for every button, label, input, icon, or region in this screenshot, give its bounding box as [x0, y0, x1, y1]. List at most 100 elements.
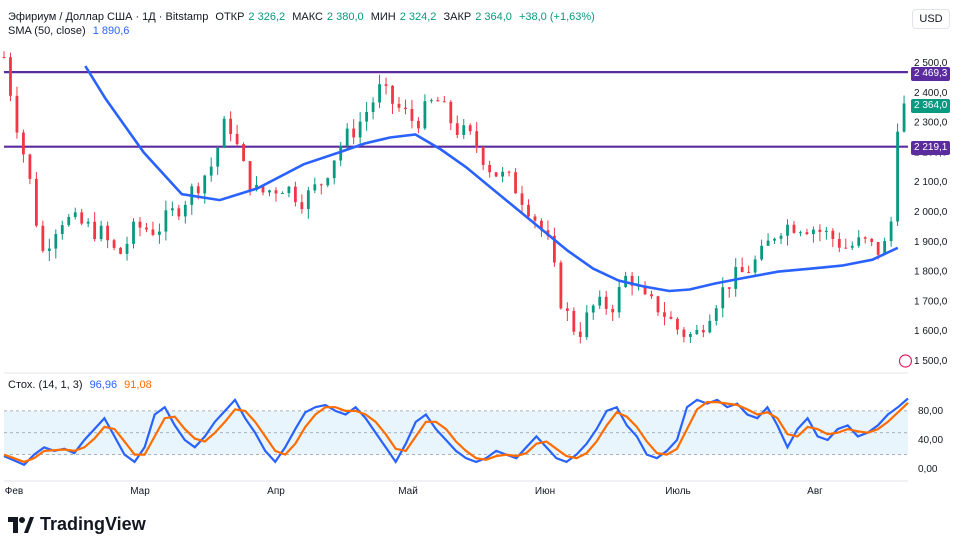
candle-body	[740, 267, 744, 273]
tradingview-logo[interactable]: TradingView	[8, 514, 146, 535]
candle-body	[417, 120, 420, 129]
candle-body	[80, 212, 84, 224]
candle-body	[235, 133, 239, 145]
candle-body	[365, 111, 369, 122]
candle-body	[287, 186, 291, 194]
candle-body	[93, 221, 97, 240]
price-axis-tick-label: 2 300,0	[914, 118, 948, 129]
candle-body	[332, 160, 336, 179]
candle-body	[54, 234, 58, 249]
time-axis-tick-label: Апр	[267, 486, 285, 497]
candle-body	[766, 240, 770, 246]
candle-body	[326, 178, 330, 186]
brand-name: TradingView	[40, 514, 146, 534]
candle-body	[47, 248, 51, 251]
candle-body	[216, 147, 220, 167]
candle-body	[507, 171, 511, 173]
stoch-axis-tick-label: 0,00	[918, 464, 938, 475]
candle-body	[578, 331, 582, 338]
low-label: МИН	[370, 11, 396, 23]
candle-body	[630, 275, 634, 286]
sma-value: 1 890,6	[92, 25, 130, 37]
lightning-icon	[898, 354, 913, 368]
price-axis-tick-label: 1 600,0	[914, 326, 948, 337]
candle-body	[119, 247, 122, 254]
close-value: 2 364,0	[475, 11, 512, 23]
candle-body	[650, 294, 653, 297]
candle-body	[552, 235, 556, 263]
change-value: +38,0 (+1,63%)	[518, 11, 595, 23]
stochastic-pane	[3, 397, 909, 467]
sma-line	[84, 65, 899, 293]
candle-body	[358, 121, 362, 138]
candle-body	[494, 172, 498, 177]
candle-body	[300, 202, 304, 210]
candle-body	[319, 184, 323, 186]
candle-body	[902, 103, 906, 132]
candle-body	[533, 216, 537, 221]
price-axis-tick-label: 2 100,0	[914, 177, 948, 188]
candle-body	[429, 100, 433, 102]
candle-body	[863, 237, 867, 239]
candle-body	[196, 186, 200, 194]
candle-body	[514, 172, 517, 194]
candle-body	[41, 225, 45, 251]
candle-body	[656, 296, 660, 313]
price-axis-tick-label: 2 400,0	[914, 88, 948, 99]
sma-legend[interactable]: SMA (50, close) 1 890,6	[8, 24, 133, 38]
candle-body	[857, 237, 861, 246]
candle-body	[844, 247, 848, 249]
time-axis-tick-label: Июль	[665, 486, 691, 497]
low-value: 2 324,2	[399, 11, 437, 23]
price-axis-tick-label: 1 800,0	[914, 267, 948, 278]
candle-body	[669, 316, 673, 319]
candle-body	[611, 308, 615, 313]
price-pane	[2, 51, 913, 482]
time-axis-tick-label: Мар	[130, 486, 150, 497]
candle-body	[183, 204, 187, 217]
candle-body	[248, 161, 252, 190]
candle-body	[164, 210, 168, 232]
candle-body	[792, 224, 796, 233]
candle-body	[870, 238, 874, 242]
candle-body	[151, 229, 155, 235]
candle-body	[132, 221, 135, 244]
candle-body	[540, 220, 543, 231]
high-value: 2 380,0	[326, 11, 364, 23]
candle-body	[22, 132, 25, 155]
candle-body	[565, 308, 569, 311]
candle-body	[527, 204, 530, 217]
candle-body	[779, 235, 783, 239]
candle-body	[112, 240, 116, 248]
candle-body	[475, 131, 479, 148]
candle-body	[753, 259, 757, 273]
stoch-legend[interactable]: Стох. (14, 1, 3) 96,96 91,08	[8, 378, 156, 392]
candle-body	[293, 186, 297, 203]
candle-body	[585, 312, 589, 338]
candle-body	[222, 118, 226, 148]
candle-body	[67, 216, 71, 226]
candle-body	[831, 230, 835, 239]
candle-body	[242, 144, 245, 162]
currency-button[interactable]: USD	[912, 9, 950, 29]
candle-body	[423, 101, 427, 129]
candle-body	[261, 184, 265, 193]
candle-body	[598, 296, 602, 306]
candle-body	[799, 232, 802, 234]
axes: 2 500,02 400,02 300,02 200,02 100,02 000…	[5, 58, 948, 497]
candle-body	[889, 221, 893, 242]
candle-body	[442, 101, 446, 103]
candle-body	[313, 184, 317, 191]
candle-body	[455, 123, 459, 135]
symbol-title[interactable]: Эфириум / Доллар США · 1Д · Bitstamp	[8, 11, 209, 23]
candle-body	[345, 128, 349, 146]
candle-body	[824, 230, 828, 232]
candle-body	[701, 330, 705, 333]
candle-body	[306, 190, 310, 210]
time-axis-tick-label: Фев	[5, 486, 23, 497]
stoch-label: Стох. (14, 1, 3)	[8, 379, 83, 391]
tradingview-logo-icon	[8, 516, 34, 533]
candle-body	[352, 128, 356, 138]
candle-body	[209, 166, 213, 176]
